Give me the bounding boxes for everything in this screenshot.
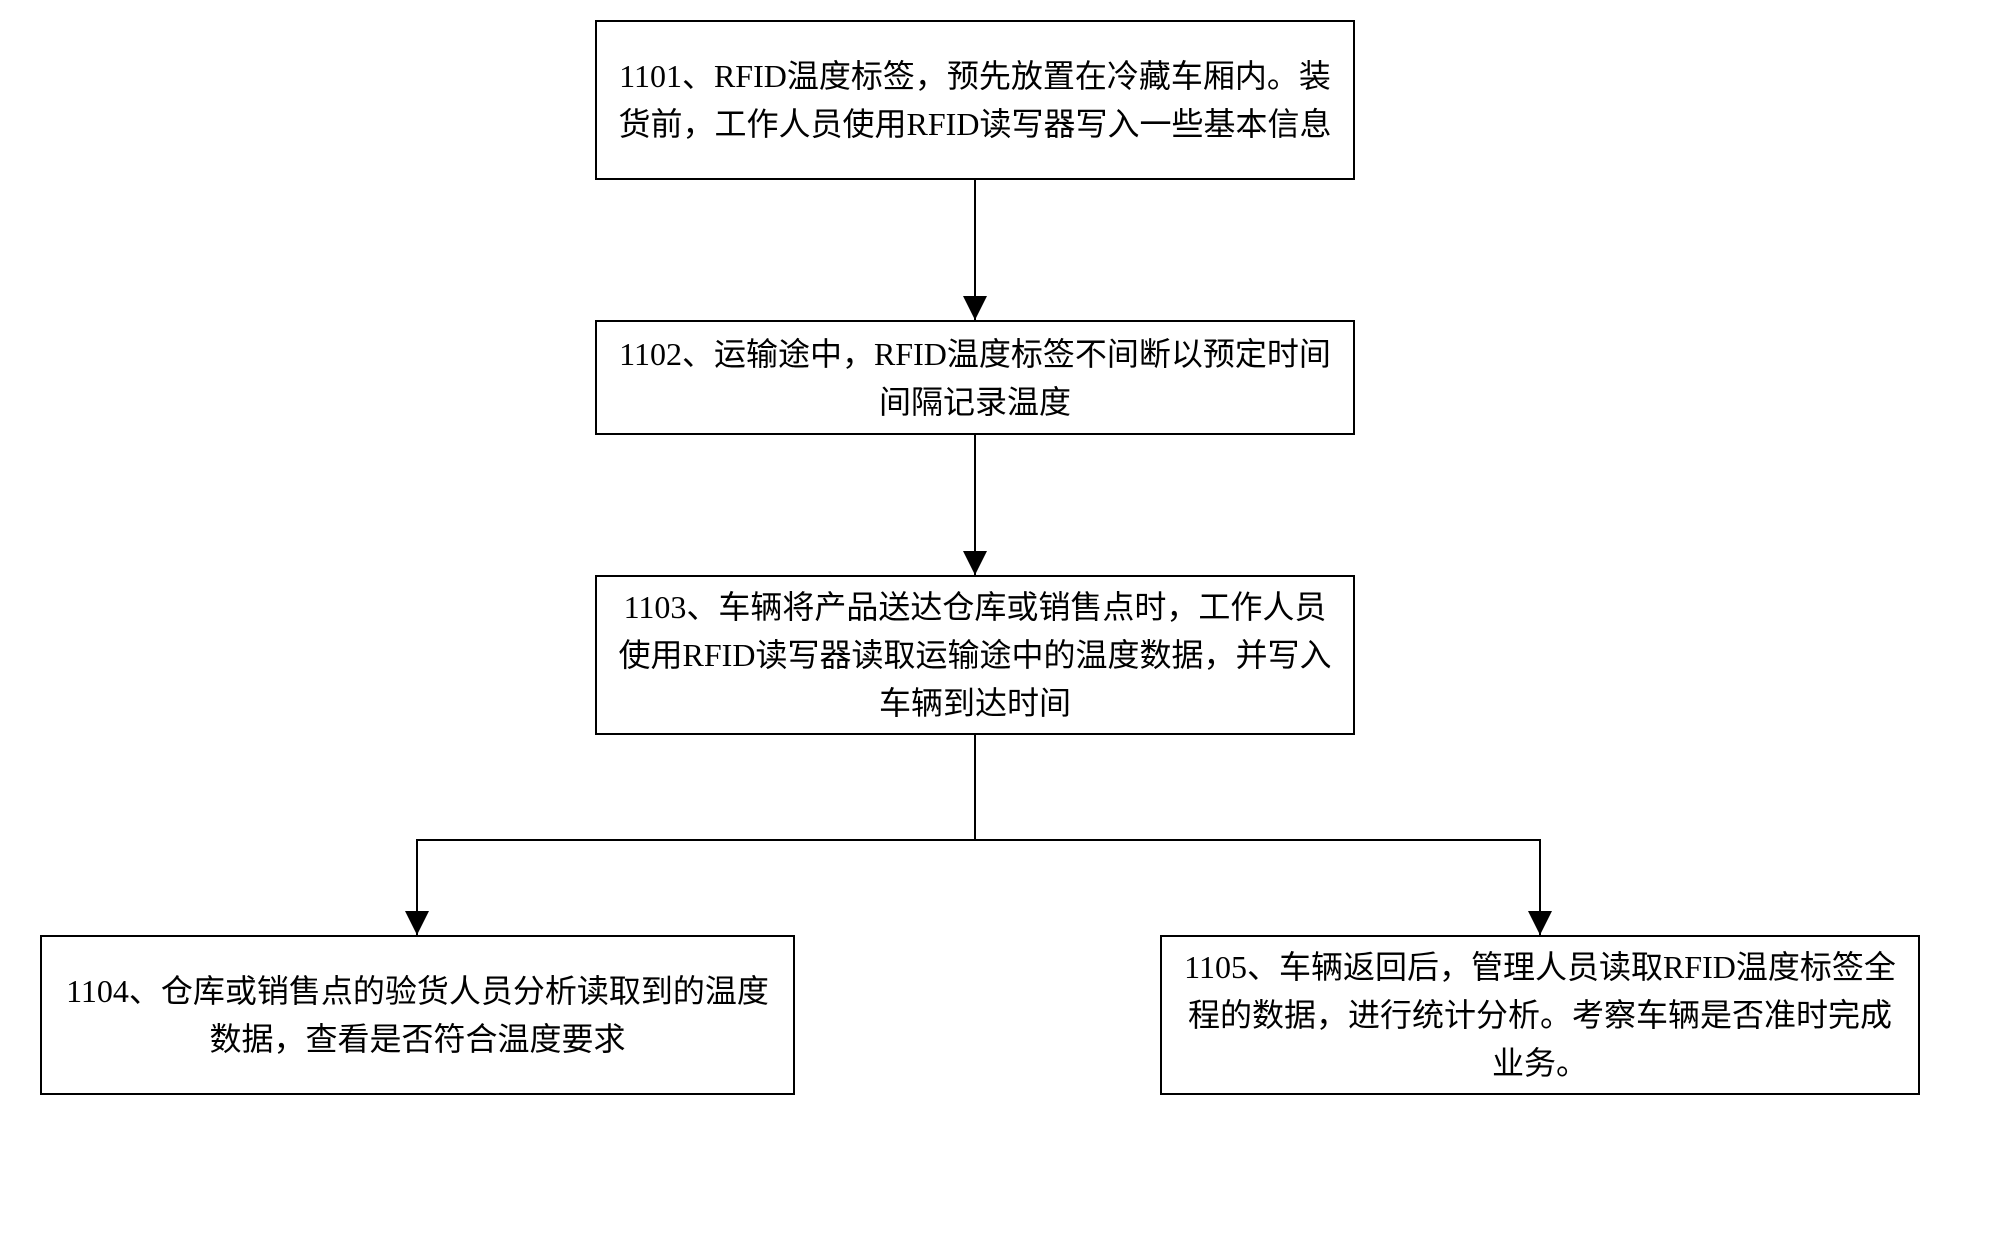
edge-node3-node4 <box>417 735 975 935</box>
node-text: 1103、车辆将产品送达仓库或销售点时，工作人员使用RFID读写器读取运输途中的… <box>617 583 1333 727</box>
flowchart-node-node2: 1102、运输途中，RFID温度标签不间断以预定时间间隔记录温度 <box>595 320 1355 435</box>
node-text: 1104、仓库或销售点的验货人员分析读取到的温度数据，查看是否符合温度要求 <box>62 967 773 1063</box>
flowchart-node-node3: 1103、车辆将产品送达仓库或销售点时，工作人员使用RFID读写器读取运输途中的… <box>595 575 1355 735</box>
flowchart-node-node5: 1105、车辆返回后，管理人员读取RFID温度标签全程的数据，进行统计分析。考察… <box>1160 935 1920 1095</box>
node-text: 1105、车辆返回后，管理人员读取RFID温度标签全程的数据，进行统计分析。考察… <box>1182 943 1898 1087</box>
flowchart-container: 1101、RFID温度标签，预先放置在冷藏车厢内。装货前，工作人员使用RFID读… <box>0 0 1994 1244</box>
flowchart-node-node4: 1104、仓库或销售点的验货人员分析读取到的温度数据，查看是否符合温度要求 <box>40 935 795 1095</box>
node-text: 1102、运输途中，RFID温度标签不间断以预定时间间隔记录温度 <box>617 330 1333 426</box>
edge-node3-node5 <box>975 735 1540 935</box>
node-text: 1101、RFID温度标签，预先放置在冷藏车厢内。装货前，工作人员使用RFID读… <box>617 52 1333 148</box>
flowchart-node-node1: 1101、RFID温度标签，预先放置在冷藏车厢内。装货前，工作人员使用RFID读… <box>595 20 1355 180</box>
